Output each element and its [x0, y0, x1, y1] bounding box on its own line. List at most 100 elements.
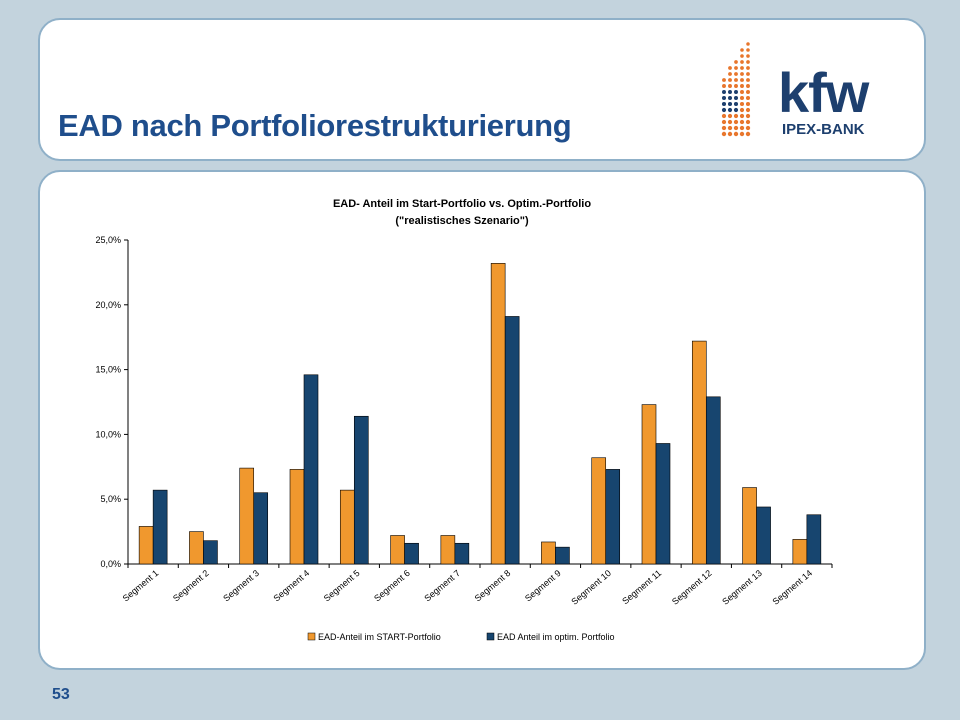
- y-tick-label: 5,0%: [100, 494, 121, 504]
- bar-optim-segment-12: [705, 396, 721, 565]
- bar-start-segment-11: [641, 404, 657, 565]
- y-axis: 0,0% 5,0% 10,0% 15,0% 20,0% 25,0%: [95, 235, 129, 569]
- logo-dot: [746, 90, 750, 94]
- bar-optim-segment-3: [253, 492, 269, 565]
- logo-dot: [739, 101, 745, 107]
- logo-dot: [740, 90, 744, 94]
- logo-dot: [746, 78, 750, 82]
- logo-dot: [739, 125, 745, 131]
- logo-dot: [727, 107, 733, 113]
- logo-dot: [721, 131, 727, 137]
- bar-optim-segment-14: [806, 514, 822, 565]
- logo-dot: [746, 42, 750, 46]
- bar-optim-segment-10: [605, 469, 621, 565]
- logo-dot: [728, 78, 732, 82]
- bar-start-segment-6: [390, 535, 405, 565]
- bar-start-segment-2: [189, 531, 204, 565]
- x-tick-label: Segment 12: [670, 568, 714, 607]
- logo-dot: [733, 131, 739, 137]
- bar-optim-segment-1: [152, 489, 168, 565]
- logo-dot: [739, 113, 745, 119]
- bar-start-segment-7: [440, 535, 456, 565]
- logo-dot: [733, 113, 739, 119]
- logo-dot: [746, 54, 750, 58]
- page-number: 53: [52, 686, 70, 703]
- bar-optim-segment-4: [303, 374, 319, 565]
- bar-start-segment-1: [138, 526, 154, 565]
- logo-dot: [728, 90, 732, 94]
- x-tick-label: Segment 4: [272, 568, 312, 604]
- y-tick-label: 10,0%: [95, 429, 121, 439]
- logo-dot: [745, 95, 751, 101]
- logo-dot: [728, 84, 732, 88]
- logo-dot: [721, 113, 727, 119]
- legend-swatch-start: [307, 632, 316, 641]
- chart-title-line2: ("realistisches Szenario"): [395, 215, 529, 227]
- bar-optim-segment-6: [404, 542, 419, 565]
- logo-dot: [746, 48, 750, 52]
- logo-dot: [739, 95, 745, 101]
- bar-start-segment-9: [541, 541, 556, 565]
- x-tick-label: Segment 8: [473, 568, 513, 604]
- logo-dot: [740, 54, 744, 58]
- logo-dot: [721, 101, 727, 107]
- logo-dot: [722, 84, 726, 88]
- legend-label-optim: EAD Anteil im optim. Portfolio: [497, 632, 615, 642]
- logo-dot: [728, 72, 732, 76]
- logo-dot: [721, 125, 727, 131]
- logo-dot: [721, 95, 727, 101]
- logo-dot: [733, 101, 739, 107]
- x-tick-label: Segment 6: [372, 568, 412, 604]
- logo-dot: [740, 72, 744, 76]
- slide-title: EAD nach Portfoliorestrukturierung: [58, 108, 572, 143]
- logo-dot: [734, 66, 738, 70]
- x-tick-label: Segment 9: [523, 568, 563, 604]
- bars: [138, 263, 822, 565]
- bar-optim-segment-13: [756, 506, 771, 565]
- x-tick-label: Segment 11: [620, 568, 663, 606]
- chart-panel: [38, 170, 926, 670]
- logo-dot: [746, 66, 750, 70]
- x-tick-label: Segment 3: [221, 568, 261, 604]
- bar-optim-segment-2: [203, 540, 218, 565]
- logo-dot: [740, 60, 744, 64]
- logo-dot: [740, 84, 744, 88]
- bar-start-segment-12: [691, 340, 707, 565]
- logo-dot: [739, 119, 745, 125]
- logo-dot: [727, 119, 733, 125]
- logo-dot: [733, 107, 739, 113]
- logo-dot: [739, 131, 745, 137]
- bar-optim-segment-7: [454, 542, 470, 565]
- logo-dot: [746, 84, 750, 88]
- x-tick-label: Segment 5: [322, 568, 362, 604]
- x-tick-label: Segment 10: [569, 568, 613, 607]
- logo-dot: [746, 60, 750, 64]
- bar-optim-segment-11: [655, 443, 671, 565]
- kfw-logo: kfw IPEX-BANK: [721, 42, 871, 138]
- logo-dot: [733, 119, 739, 125]
- x-tick-label: Segment 14: [771, 568, 815, 607]
- bar-start-segment-4: [289, 469, 305, 565]
- logo-dot: [727, 113, 733, 119]
- x-tick-label: Segment 13: [720, 568, 764, 607]
- x-axis: Segment 1 Segment 2 Segment 3 Segment 4 Segm…: [121, 563, 833, 607]
- logo-dot: [727, 101, 733, 107]
- logo-dot: [727, 131, 733, 137]
- logo-dot: [721, 107, 727, 113]
- logo-dot: [745, 131, 751, 137]
- legend-label-start: EAD-Anteil im START-Portfolio: [318, 632, 441, 642]
- logo-dot: [745, 113, 751, 119]
- y-tick-label: 15,0%: [95, 365, 121, 375]
- logo-dot: [733, 125, 739, 131]
- header-panel: [38, 18, 926, 161]
- logo-dot: [734, 60, 738, 64]
- legend: EAD-Anteil im START-Portfolio EAD Anteil…: [307, 632, 615, 642]
- logo-wordmark: kfw: [778, 61, 870, 124]
- bar-start-segment-5: [339, 489, 355, 565]
- logo-dot: [745, 119, 751, 125]
- bar-start-segment-13: [742, 487, 757, 565]
- y-tick-label: 0,0%: [100, 559, 121, 569]
- logo-subtitle: IPEX-BANK: [782, 121, 865, 138]
- logo-dot: [734, 78, 738, 82]
